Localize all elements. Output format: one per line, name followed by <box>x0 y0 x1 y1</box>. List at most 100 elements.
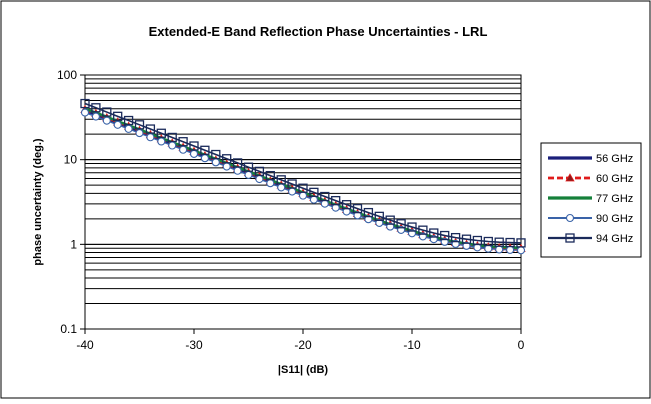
data-point <box>157 137 166 146</box>
legend-marker <box>565 213 575 223</box>
data-point <box>135 129 144 138</box>
data-point <box>145 124 156 134</box>
legend-entry: 94 GHz <box>548 233 633 245</box>
data-point <box>266 179 275 188</box>
legend-entry: 90 GHz <box>548 213 633 225</box>
legend-label: 60 GHz <box>596 173 633 185</box>
data-point <box>222 162 231 171</box>
data-point <box>483 236 493 247</box>
data-point <box>309 195 318 204</box>
legend-label: 94 GHz <box>596 233 633 245</box>
data-point <box>113 111 123 121</box>
data-point <box>364 215 373 224</box>
legend-label: 77 GHz <box>596 193 633 205</box>
data-point <box>179 145 188 154</box>
data-point <box>331 196 341 206</box>
y-axis-ticks: 0.1 1 10 100 <box>57 68 85 336</box>
data-point <box>80 108 90 117</box>
data-point <box>309 187 319 198</box>
data-point <box>156 128 166 138</box>
series-94-ghz <box>80 98 526 248</box>
series-layer <box>80 98 526 255</box>
chart-title: Extended-E Band Reflection Phase Uncerta… <box>149 24 488 39</box>
x-axis-label: |S11| (dB) <box>278 364 329 376</box>
data-point <box>396 219 406 229</box>
data-point <box>495 245 504 254</box>
x-tick-label: 0 <box>518 338 525 352</box>
y-tick-label: 1 <box>70 237 77 251</box>
data-point <box>80 98 90 109</box>
data-point <box>189 149 199 158</box>
data-point <box>287 179 297 189</box>
data-point <box>102 116 111 125</box>
data-point <box>222 154 232 164</box>
data-point <box>516 238 526 248</box>
data-point <box>386 222 395 231</box>
x-tick-label: -20 <box>294 338 312 352</box>
x-tick-label: -30 <box>185 338 203 352</box>
data-point <box>385 215 395 225</box>
data-point <box>353 211 362 220</box>
data-point <box>375 218 384 227</box>
data-point <box>505 237 515 248</box>
data-point <box>418 225 428 235</box>
data-point <box>374 211 384 222</box>
legend-label: 90 GHz <box>596 213 633 225</box>
data-point <box>233 166 242 175</box>
data-point <box>189 141 199 151</box>
data-point <box>472 235 483 246</box>
data-point <box>363 207 374 218</box>
data-point <box>407 222 417 232</box>
data-point <box>506 245 515 254</box>
data-point <box>102 107 112 117</box>
data-point <box>265 170 275 181</box>
data-point <box>254 166 265 177</box>
x-tick-label: -10 <box>403 338 421 352</box>
data-point <box>134 120 145 130</box>
data-point <box>484 244 493 253</box>
data-point <box>211 158 220 167</box>
data-point <box>168 141 177 150</box>
data-point <box>320 199 329 208</box>
data-point <box>298 191 308 200</box>
legend-label: 56 GHz <box>596 153 633 165</box>
x-axis-ticks: -40 -30 -20 -10 0 <box>76 329 525 352</box>
legend-marker <box>565 233 575 243</box>
data-point <box>200 145 210 155</box>
data-point <box>91 103 101 113</box>
y-axis-label: phase uncertainty (deg.) <box>32 138 44 265</box>
x-tick-label: -40 <box>76 338 94 352</box>
data-point <box>124 124 133 133</box>
data-point <box>320 191 330 202</box>
data-point <box>244 170 253 179</box>
data-point <box>211 149 221 160</box>
data-point <box>450 232 461 243</box>
y-tick-label: 0.1 <box>60 322 77 336</box>
data-point <box>123 115 134 126</box>
data-point <box>167 132 177 143</box>
data-point <box>178 137 188 147</box>
data-point <box>516 246 526 255</box>
data-point <box>243 162 254 172</box>
data-point <box>113 120 122 129</box>
data-point <box>494 237 504 247</box>
y-tick-label: 10 <box>64 153 78 167</box>
data-point <box>200 154 209 163</box>
data-point <box>298 183 308 193</box>
data-point <box>276 175 286 185</box>
y-tick-label: 100 <box>57 68 77 82</box>
data-point <box>146 133 155 142</box>
legend-marker <box>565 173 575 182</box>
data-point <box>440 230 450 241</box>
data-point <box>277 183 286 192</box>
data-point <box>91 112 100 121</box>
data-point <box>462 241 471 250</box>
data-point <box>429 228 439 238</box>
data-point <box>341 200 352 210</box>
legend-entry: 56 GHz <box>548 153 633 165</box>
data-point <box>352 203 363 214</box>
legend-entry: 60 GHz <box>548 173 633 185</box>
data-point <box>288 187 297 196</box>
